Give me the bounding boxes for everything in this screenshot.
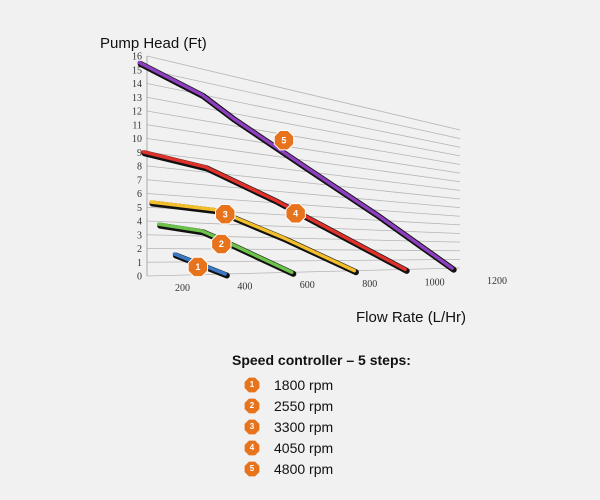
series-line-3 <box>149 200 357 273</box>
octagon-badge-icon: 1 <box>244 377 260 393</box>
x-tick-label: 800 <box>362 279 377 290</box>
legend-label: 2550 rpm <box>274 397 334 414</box>
x-tick-label: 200 <box>175 283 190 294</box>
y-tick-label: 13 <box>132 93 142 104</box>
curve-badge-5: 5 <box>273 129 295 151</box>
octagon-badge-icon: 5 <box>244 461 260 477</box>
gridline-10 <box>146 138 461 183</box>
x-tick-labels: 200 400 600 800 1000 1200 <box>175 276 507 294</box>
curve-badge-2: 2 <box>211 233 232 255</box>
y-tick-label: 14 <box>132 79 142 90</box>
y-tick-label: 11 <box>132 120 142 131</box>
speed-legend: Speed controller – 5 steps: 1 1800 rpm 2 25… <box>232 352 411 479</box>
gridline-4 <box>146 220 461 234</box>
gridline-6 <box>146 193 461 217</box>
y-tick-label: 9 <box>137 148 142 159</box>
gridline-13 <box>146 96 461 157</box>
x-axis-title: Flow Rate (L/Hr) <box>356 309 466 326</box>
y-tick-label: 5 <box>137 203 142 214</box>
curve-badge-3: 3 <box>215 203 236 225</box>
y-tick-label: 2 <box>137 244 142 255</box>
octagon-badge-icon: 2 <box>244 398 260 414</box>
gridline-11 <box>146 124 461 174</box>
svg-text:3: 3 <box>223 209 228 219</box>
gridline-15 <box>146 69 461 140</box>
legend-item: 5 4800 rpm <box>244 458 411 479</box>
series-line-4 <box>141 150 407 272</box>
legend-label: 4050 rpm <box>274 439 334 456</box>
y-tick-label: 10 <box>132 134 142 145</box>
x-tick-label: 1000 <box>425 277 445 288</box>
legend-item: 2 2550 rpm <box>244 395 411 416</box>
legend-label: 4800 rpm <box>274 460 334 477</box>
legend-label: 1800 rpm <box>274 376 334 393</box>
gridline-8 <box>146 165 461 200</box>
y-axis-title: Pump Head (Ft) <box>100 35 207 52</box>
gridline-16 <box>146 55 461 131</box>
x-tick-label: 1200 <box>487 276 507 287</box>
y-tick-label: 15 <box>132 65 142 76</box>
legend-item: 4 4050 rpm <box>244 437 411 458</box>
curve-badge-1: 1 <box>187 256 209 278</box>
y-tick-label: 0 <box>137 272 142 283</box>
y-tick-label: 8 <box>137 162 142 173</box>
curve-badge-4: 4 <box>285 203 306 224</box>
x-tick-label: 400 <box>237 282 252 293</box>
y-tick-label: 12 <box>132 107 142 118</box>
legend-item: 1 1800 rpm <box>244 374 411 395</box>
y-tick-label: 1 <box>137 258 142 269</box>
svg-text:1: 1 <box>195 262 200 272</box>
legend-label: 3300 rpm <box>274 418 334 435</box>
svg-text:2: 2 <box>219 239 224 249</box>
series-line-2 <box>157 222 294 274</box>
y-tick-label: 16 <box>132 52 142 63</box>
x-tick-label: 600 <box>300 280 315 291</box>
y-tick-label: 4 <box>137 217 142 228</box>
y-tick-label: 7 <box>137 175 142 186</box>
gridline-9 <box>146 151 461 191</box>
gridline-7 <box>146 179 461 209</box>
series-lines <box>137 60 457 279</box>
legend-item: 3 3300 rpm <box>244 416 411 437</box>
svg-text:5: 5 <box>281 135 286 145</box>
y-tick-label: 6 <box>137 189 142 200</box>
gridline-3 <box>146 234 461 243</box>
octagon-badge-icon: 3 <box>244 419 260 435</box>
gridline-12 <box>146 110 461 165</box>
legend-title: Speed controller – 5 steps: <box>232 352 411 368</box>
octagon-badge-icon: 4 <box>244 440 260 456</box>
y-tick-label: 3 <box>137 230 142 241</box>
svg-text:4: 4 <box>293 209 298 219</box>
series-line-5 <box>137 60 454 270</box>
curve-badges: 1 2 3 4 5 <box>187 129 306 278</box>
